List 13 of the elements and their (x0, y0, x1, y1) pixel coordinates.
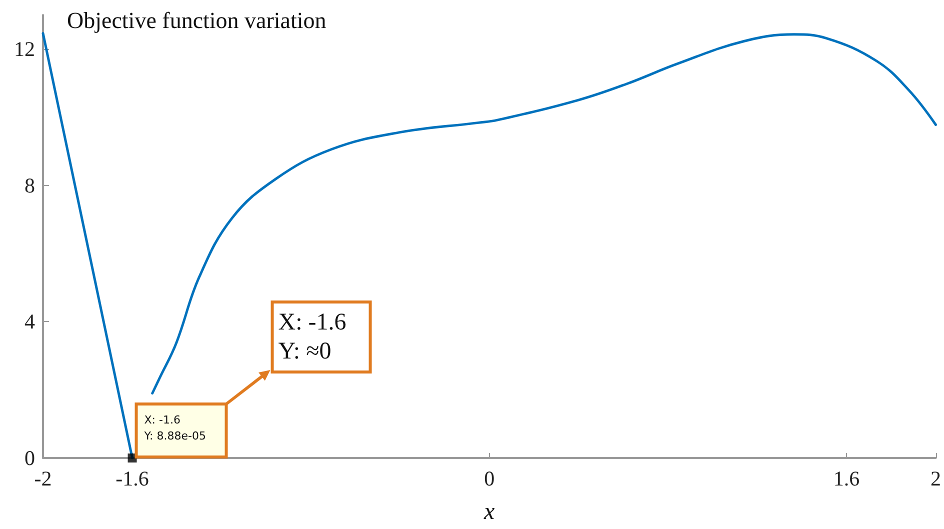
x-tick-label: -2 (34, 466, 52, 490)
y-tick-label: 12 (14, 37, 35, 62)
annotation: X: -1.6 Y: ≈0 (278, 310, 346, 364)
x-tick-label: 0 (484, 466, 495, 490)
chart-title: Objective function variation (67, 8, 327, 33)
x-tick-label: 2 (930, 466, 941, 490)
y-tick-label: 0 (24, 446, 35, 470)
x-tick-label: 1.6 (833, 466, 860, 490)
x-axis-title: x (483, 499, 496, 525)
y-tick-label: 4 (24, 310, 36, 334)
x-tick-label: -1.6 (116, 466, 149, 490)
y-tick-label: 8 (24, 173, 35, 198)
annotation: X: -1.6 Y: 8.88e-05 (143, 414, 206, 442)
